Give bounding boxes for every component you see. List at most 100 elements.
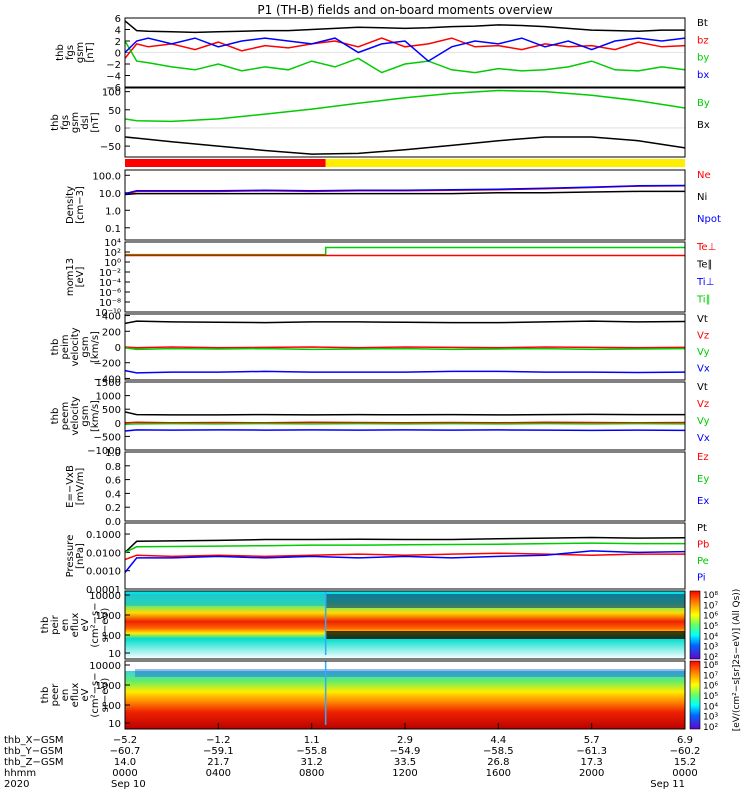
legend-entry: bz bbox=[697, 35, 709, 46]
y-tick-label: 1.0 bbox=[105, 206, 121, 217]
legend-entry: Ti∥ bbox=[696, 295, 711, 306]
y-tick-label: 10⁴ bbox=[104, 238, 121, 249]
plot-area bbox=[125, 242, 685, 312]
y-axis-label-line: eV bbox=[80, 688, 91, 701]
y-tick-label: 1000 bbox=[96, 681, 121, 692]
y-axis-label-line: [cm−3] bbox=[75, 186, 86, 224]
legend-entry: Ne bbox=[697, 170, 711, 181]
legend-entry: Pi bbox=[697, 573, 706, 584]
colorbar-tick: 10⁷ bbox=[703, 671, 718, 681]
y-axis-label-line: [nT] bbox=[90, 112, 101, 132]
spectrogram-peer-eflux bbox=[125, 661, 685, 729]
y-axis-label-line: peem bbox=[60, 402, 71, 430]
y-tick-label: 10 bbox=[108, 649, 121, 660]
y-axis-label-line: [eV] bbox=[75, 267, 86, 288]
colorbar-label-group: [eV/(cm²−s[sr]2s−eV)] (All Qs)) bbox=[732, 589, 742, 732]
series-line-Vt bbox=[124, 411, 685, 416]
series-line-by bbox=[124, 40, 686, 74]
y-tick-label: −6 bbox=[106, 83, 121, 94]
x-row-label: hhmm bbox=[4, 768, 36, 779]
colorbar-strip bbox=[689, 660, 701, 730]
y-axis-label-line: sr−eV) bbox=[100, 678, 111, 713]
colorbar-tick: 10⁴ bbox=[703, 632, 718, 642]
y-axis-label-line: eflux bbox=[70, 683, 81, 708]
x-tick-label: 14.0 bbox=[114, 757, 136, 768]
y-axis-label-line: velocity bbox=[70, 396, 81, 435]
y-axis-label: Density [cm−3] bbox=[65, 186, 86, 224]
colorbar-strip bbox=[689, 590, 701, 660]
y-tick-label: −2 bbox=[106, 60, 121, 71]
y-axis-label-line: thb bbox=[40, 617, 51, 634]
y-axis-label-line: en bbox=[60, 619, 71, 632]
y-axis-label-line: [nT] bbox=[85, 42, 96, 62]
x-tick-label: 33.5 bbox=[394, 757, 416, 768]
y-axis-label: thb peer en eflux eV (cm²−s− sr−eV) bbox=[40, 672, 111, 717]
y-axis-label-line: gsm bbox=[80, 336, 91, 357]
legend-entry: bx bbox=[697, 70, 709, 81]
x-tick-label: −54.9 bbox=[390, 746, 421, 757]
x-tick-label: 1600 bbox=[486, 768, 511, 779]
x-axis-labels: thb_X−GSMthb_Y−GSMthb_Z−GSMhhmm2020−5.2−… bbox=[4, 723, 700, 790]
spectrogram-band bbox=[325, 594, 685, 608]
y-tick-label: 0.0001 bbox=[86, 585, 121, 596]
y-axis-label-line: eV bbox=[80, 618, 91, 631]
panel-peem-velocity: 1500 1000 500 0 −500 −1000 thb peem velocity gsm[… bbox=[50, 378, 710, 457]
y-tick-label: 0.4 bbox=[105, 489, 121, 500]
x-tick-label: 0800 bbox=[299, 768, 324, 779]
colorbar-tick: 10⁷ bbox=[703, 601, 718, 611]
x-row-label: thb_X−GSM bbox=[4, 735, 64, 746]
status-bar bbox=[125, 159, 685, 167]
x-tick-label: 2000 bbox=[579, 768, 604, 779]
colorbar-tick: 10² bbox=[703, 653, 718, 663]
y-axis-label-line: peim bbox=[60, 334, 71, 359]
y-tick-label: 0.0010 bbox=[86, 567, 121, 578]
legend-entry: Pb bbox=[697, 540, 709, 551]
panel-peim-velocity: 400 200 0 −200 −400 thb peim velocity gsm [km/s] V… bbox=[50, 312, 710, 386]
y-tick-label: −400 bbox=[94, 374, 121, 385]
y-axis-label: thb peem velocity gsm [km/s] bbox=[50, 396, 101, 435]
x-tick-label: Sep 11 bbox=[650, 779, 685, 790]
colorbar-tick: 10⁸ bbox=[703, 591, 718, 601]
y-axis-label-line: thb bbox=[40, 687, 51, 704]
x-tick-label: 31.2 bbox=[301, 757, 323, 768]
spectrogram-band bbox=[125, 594, 325, 606]
y-tick-label: 10² bbox=[104, 248, 121, 259]
x-tick-label: 4.4 bbox=[490, 735, 506, 746]
legend-entry: Vt bbox=[697, 382, 708, 393]
y-axis-label: E=−VxB [mV/m] bbox=[65, 465, 86, 508]
spectrogram-band bbox=[325, 631, 685, 639]
x-tick-label: −5.2 bbox=[113, 735, 137, 746]
y-tick-label: 1.0 bbox=[105, 448, 121, 459]
y-axis-label: Pressure [nPa] bbox=[65, 535, 86, 578]
panel-e-field: 1.0 0.8 0.6 0.4 0.2 0.0 E=−VxB [mV/m] Ez Ey Ex bbox=[65, 448, 709, 528]
y-axis-label: thb peim velocity gsm [km/s] bbox=[50, 327, 101, 366]
series-line-Vt bbox=[124, 320, 686, 325]
legend-entry: Vy bbox=[697, 347, 710, 358]
series-line-Vz bbox=[124, 346, 686, 349]
y-tick-label: 0.8 bbox=[105, 462, 121, 473]
x-tick-label: −55.8 bbox=[296, 746, 327, 757]
x-tick-label: 0400 bbox=[206, 768, 231, 779]
legend-entry: Bt bbox=[697, 18, 708, 29]
y-axis-label-line: thb bbox=[50, 339, 61, 356]
y-tick-label: 0 bbox=[115, 124, 121, 135]
x-tick-label: −1.2 bbox=[206, 735, 230, 746]
x-row-label: thb_Y−GSM bbox=[4, 746, 63, 757]
legend-entry: Ey bbox=[697, 474, 709, 485]
panel-frame bbox=[124, 17, 686, 88]
y-axis-label-line: [km/s] bbox=[90, 331, 101, 363]
series-line-Vy bbox=[124, 347, 686, 351]
y-tick-label: 0.1 bbox=[105, 224, 121, 235]
status-segment bbox=[125, 159, 326, 167]
x-tick-label: 1200 bbox=[392, 768, 417, 779]
x-tick-label: −59.1 bbox=[203, 746, 234, 757]
legend-entry: Vx bbox=[697, 433, 710, 444]
y-tick-label: 10⁰ bbox=[104, 258, 121, 269]
plot-area bbox=[125, 170, 685, 240]
series-line-bx bbox=[124, 37, 686, 63]
series-line-Vx bbox=[124, 429, 686, 432]
legend-entry: Pt bbox=[697, 523, 707, 534]
legend-entry: Vz bbox=[697, 399, 709, 410]
